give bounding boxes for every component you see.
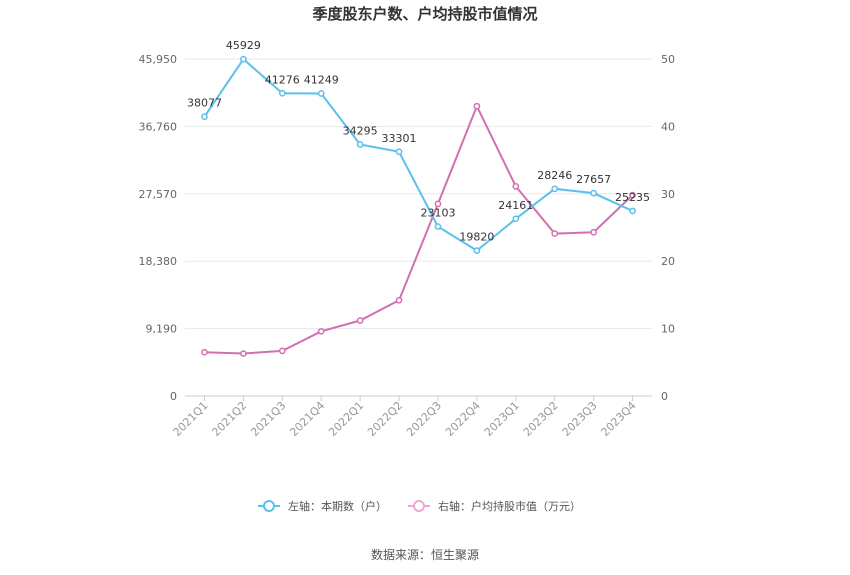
data-point-right bbox=[629, 191, 636, 199]
data-point-right bbox=[473, 102, 481, 110]
left-tick-label: 36,760 bbox=[139, 120, 178, 133]
x-axis: 2021Q12021Q22021Q32021Q42022Q12022Q22022… bbox=[171, 396, 639, 439]
data-point-right bbox=[240, 350, 247, 357]
data-label: 34295 bbox=[343, 124, 378, 137]
x-tick-label: 2021Q1 bbox=[171, 399, 211, 439]
data-point-left bbox=[512, 215, 520, 223]
right-axis: 0 10 20 30 40 50 bbox=[661, 53, 675, 403]
data-point-left bbox=[317, 90, 325, 97]
x-tick-label: 2022Q3 bbox=[404, 399, 444, 439]
x-tick-label: 2022Q1 bbox=[326, 399, 366, 439]
x-tick-label: 2021Q3 bbox=[248, 399, 288, 439]
data-point-left bbox=[590, 189, 597, 197]
series-line-right bbox=[204, 103, 634, 355]
legend-item-left[interactable]: 左轴：本期数（户） bbox=[258, 499, 387, 513]
legend-item-right[interactable]: 右轴：户均持股市值（万元） bbox=[408, 499, 581, 513]
data-point-left bbox=[278, 89, 286, 97]
data-label: 41276 bbox=[265, 73, 300, 86]
series-line-left bbox=[203, 57, 633, 252]
right-tick-label: 0 bbox=[661, 390, 668, 403]
right-tick-label: 30 bbox=[661, 188, 675, 201]
data-label: 25235 bbox=[615, 191, 650, 204]
data-point-right bbox=[201, 348, 208, 356]
data-label: 27657 bbox=[576, 173, 611, 186]
left-tick-label: 18,380 bbox=[139, 255, 178, 268]
data-label: 23103 bbox=[420, 207, 455, 220]
x-tick-label: 2021Q4 bbox=[287, 399, 327, 439]
left-tick-label: 0 bbox=[170, 390, 177, 403]
source-note: 数据来源：恒生聚源 bbox=[371, 547, 479, 562]
x-tick-label: 2023Q1 bbox=[482, 399, 522, 439]
x-tick-label: 2023Q2 bbox=[521, 399, 561, 439]
data-point-right bbox=[434, 200, 442, 208]
data-point-left bbox=[395, 148, 403, 156]
legend-label-left: 左轴：本期数（户） bbox=[288, 499, 387, 513]
data-label: 38077 bbox=[187, 97, 222, 110]
legend: 左轴：本期数（户） 右轴：户均持股市值（万元） bbox=[258, 499, 581, 513]
data-label: 45929 bbox=[226, 39, 261, 52]
x-tick-label: 2021Q2 bbox=[209, 399, 249, 439]
data-point-right bbox=[395, 296, 403, 304]
legend-label-right: 右轴：户均持股市值（万元） bbox=[438, 499, 581, 513]
data-label: 24161 bbox=[498, 199, 533, 212]
data-point-left bbox=[240, 55, 247, 63]
chart-title: 季度股东户数、户均持股市值情况 bbox=[312, 5, 537, 23]
data-point-right bbox=[356, 317, 364, 324]
left-tick-label: 45,950 bbox=[139, 53, 178, 66]
x-tick-label: 2022Q2 bbox=[365, 399, 405, 439]
data-label: 33301 bbox=[382, 132, 417, 145]
x-tick-label: 2022Q4 bbox=[443, 399, 483, 439]
data-label: 41249 bbox=[304, 73, 339, 86]
data-label: 19820 bbox=[459, 231, 494, 244]
data-point-left bbox=[551, 185, 559, 193]
right-tick-label: 10 bbox=[661, 323, 675, 336]
x-tick-label: 2023Q4 bbox=[599, 399, 639, 439]
data-point-right bbox=[278, 347, 286, 355]
left-axis: 0 9,190 18,380 27,570 36,760 45,950 bbox=[139, 53, 178, 403]
data-point-right bbox=[551, 230, 559, 237]
grid bbox=[185, 58, 652, 397]
data-point-left bbox=[201, 113, 208, 121]
left-tick-label: 27,570 bbox=[139, 188, 178, 201]
series-left: 38077 45929 41276 41249 34295 33301 23103 19820… bbox=[187, 39, 650, 254]
right-tick-label: 40 bbox=[661, 120, 675, 133]
data-point-right bbox=[317, 327, 325, 335]
data-label: 28246 bbox=[537, 169, 572, 182]
data-point-left bbox=[629, 207, 636, 215]
data-point-left bbox=[434, 223, 442, 230]
series-right bbox=[201, 102, 636, 357]
data-point-left bbox=[473, 247, 481, 254]
left-tick-label: 9,190 bbox=[146, 323, 178, 336]
data-point-left bbox=[356, 141, 364, 148]
data-point-right bbox=[512, 183, 520, 190]
right-tick-label: 20 bbox=[661, 255, 675, 268]
x-tick-label: 2023Q3 bbox=[560, 399, 600, 439]
right-tick-label: 50 bbox=[661, 53, 675, 66]
data-point-right bbox=[590, 228, 597, 236]
